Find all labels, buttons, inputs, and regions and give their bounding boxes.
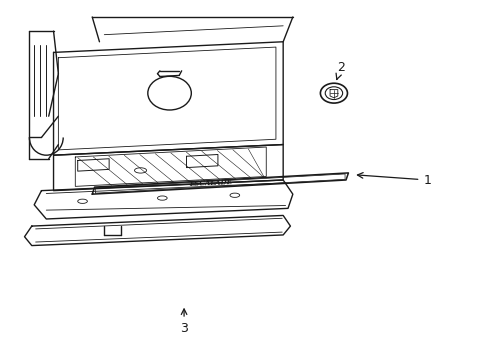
Text: 2: 2 — [335, 61, 345, 80]
Text: 3: 3 — [180, 309, 187, 335]
Text: 1: 1 — [357, 172, 430, 186]
Text: ESCALADE: ESCALADE — [188, 179, 232, 189]
